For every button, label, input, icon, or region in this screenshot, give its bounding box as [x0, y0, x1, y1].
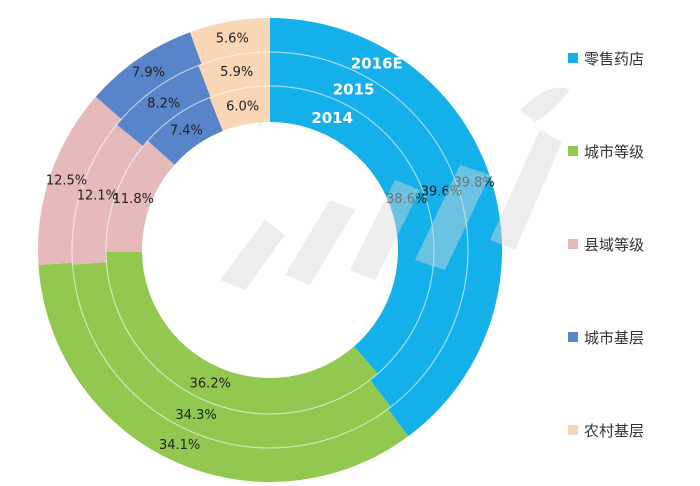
legend-swatch	[568, 239, 578, 249]
pct-label-2014-4: 6.0%	[226, 100, 259, 115]
legend-label: 县域等级	[584, 235, 645, 254]
legend-item-1: 城市等级	[568, 141, 644, 161]
ring-year-labels: 2016E 2015 2014	[311, 54, 402, 127]
legend-item-0: 零售药店	[568, 48, 644, 68]
pct-label-2016E-4: 5.6%	[216, 31, 249, 46]
legend-item-4: 农村基层	[568, 420, 644, 440]
ring-separator-1	[105, 85, 435, 415]
pct-label-2014-1: 36.2%	[190, 376, 231, 391]
year-label-2015: 2015	[333, 81, 375, 99]
percentage-labels: 39.8% 34.1% 12.5% 7.9% 5.6% 39.6% 34.3% 12.1% 8.…	[46, 31, 495, 453]
pct-label-2016E-2: 12.5%	[46, 174, 87, 189]
slice-2014-3	[147, 97, 223, 165]
pct-label-2015-0: 39.6%	[421, 185, 462, 200]
pct-label-2016E-0: 39.8%	[453, 176, 494, 191]
pct-label-2015-2: 12.1%	[77, 189, 118, 204]
slice-2014-0	[270, 86, 434, 374]
slice-2016E-2	[38, 96, 122, 265]
slice-2014-2	[106, 140, 175, 253]
legend-item-3: 城市基层	[568, 327, 644, 347]
slice-2015-1	[72, 262, 391, 448]
pct-label-2014-3: 7.4%	[170, 123, 203, 138]
slice-2016E-3	[95, 32, 202, 120]
slice-2014-4	[209, 86, 270, 131]
ring-separator-0	[71, 51, 469, 449]
legend-swatch	[568, 146, 578, 156]
slice-2015-2	[71, 124, 144, 265]
pct-label-2014-2: 11.8%	[113, 192, 154, 207]
legend-label: 城市基层	[584, 328, 645, 347]
legend-item-2: 县域等级	[568, 234, 644, 254]
pct-label-2014-0: 38.6%	[386, 192, 427, 207]
ring-separators	[71, 51, 469, 449]
slice-2015-3	[116, 65, 211, 147]
legend-label: 农村基层	[584, 421, 645, 440]
year-label-2014: 2014	[311, 109, 353, 127]
legend-swatch	[568, 332, 578, 342]
legend-label: 城市等级	[584, 142, 645, 161]
year-label-2016E: 2016E	[351, 54, 403, 72]
slice-2016E-0	[270, 18, 503, 437]
pct-label-2015-3: 8.2%	[147, 97, 180, 112]
legend-swatch	[568, 53, 578, 63]
legend-label: 零售药店	[584, 49, 645, 68]
slice-2014-1	[106, 251, 378, 414]
legend-swatch	[568, 425, 578, 435]
slice-2015-0	[270, 52, 468, 407]
slice-2015-4	[198, 52, 270, 98]
pct-label-2016E-1: 34.1%	[159, 438, 200, 453]
pct-label-2015-4: 5.9%	[220, 65, 253, 80]
pct-label-2016E-3: 7.9%	[132, 66, 165, 81]
pct-label-2015-1: 34.3%	[175, 408, 216, 423]
slice-2016E-1	[38, 262, 409, 482]
donut-slices	[38, 18, 503, 482]
